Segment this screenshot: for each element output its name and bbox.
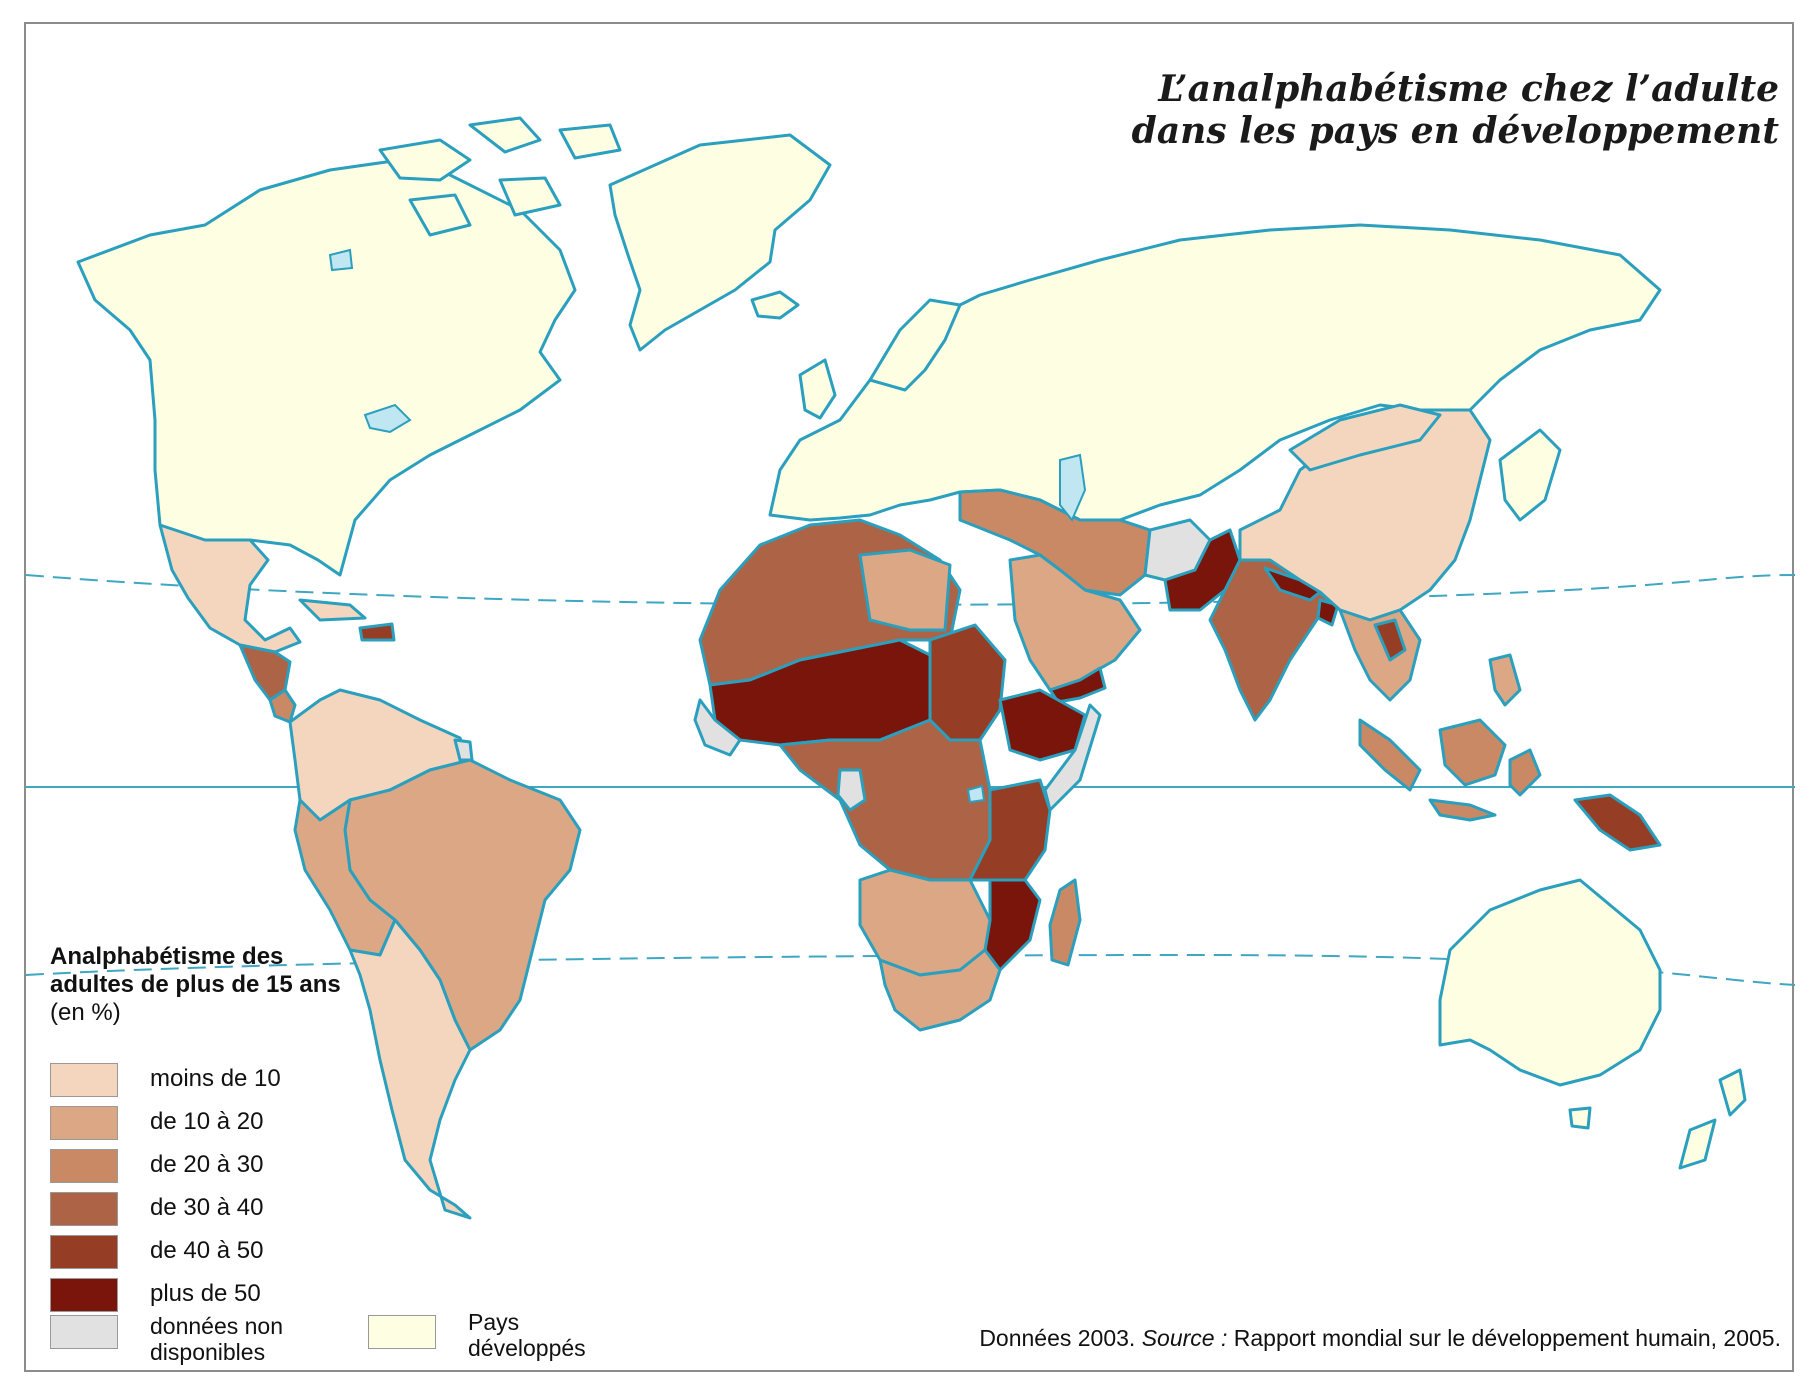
source-text: Rapport mondial sur le développement hum… <box>1233 1325 1781 1351</box>
arabia <box>1008 553 1142 692</box>
legend-swatch <box>50 1149 118 1183</box>
legend-label: plus de 50 <box>150 1280 261 1307</box>
legend-item: de 30 à 40 <box>50 1192 370 1228</box>
korea-japan <box>1498 428 1562 522</box>
legend-label-no-data: données non disponibles <box>150 1313 284 1365</box>
sudan <box>928 623 1007 742</box>
great-lakes <box>363 403 412 434</box>
sulawesi <box>1508 748 1542 797</box>
scandinavia <box>868 298 962 392</box>
tasmania <box>1568 1106 1592 1130</box>
legend-swatch <box>50 1106 118 1140</box>
caribbean-cuba <box>298 598 367 622</box>
legend-item-developed: Pays développés <box>368 1309 668 1361</box>
central-africa <box>778 718 992 882</box>
legend-label-developed: Pays développés <box>468 1309 586 1361</box>
southern-cone <box>348 918 472 1220</box>
greenland <box>608 133 832 352</box>
somalia <box>1043 703 1102 812</box>
legend-label: moins de 10 <box>150 1065 281 1092</box>
caspian-sea <box>1059 453 1087 522</box>
legend-unit: (en %) <box>50 999 121 1026</box>
legend-title: Analphabétisme des adultes de plus de 15… <box>50 943 350 1027</box>
papua-new-guinea <box>1573 793 1662 852</box>
iceland <box>750 290 800 320</box>
source-label: Source : <box>1141 1325 1228 1351</box>
borneo <box>1438 718 1507 787</box>
west-africa-coast <box>693 698 742 757</box>
legend-item: de 10 à 20 <box>50 1106 370 1142</box>
mexico <box>158 523 302 654</box>
legend-swatch-no-data <box>50 1315 118 1349</box>
lake-victoria <box>966 784 986 804</box>
legend-swatch <box>50 1235 118 1269</box>
legend-label: de 10 à 20 <box>150 1108 264 1135</box>
legend-swatch <box>50 1063 118 1097</box>
legend-item: de 40 à 50 <box>50 1235 370 1271</box>
legend-swatch <box>50 1278 118 1312</box>
british-isles <box>798 358 837 420</box>
legend-swatch-developed <box>368 1315 436 1349</box>
mongolia <box>1288 403 1442 472</box>
legend-label: de 40 à 50 <box>150 1237 264 1264</box>
source-note: Données 2003. Source : Rapport mondial s… <box>979 1325 1781 1352</box>
legend-item: moins de 10 <box>50 1063 370 1099</box>
hudson-lakes <box>328 248 354 272</box>
legend-label: de 20 à 30 <box>150 1151 264 1178</box>
legend-item: plus de 50 <box>50 1278 370 1314</box>
gabon-congo <box>836 768 867 812</box>
arctic-islands <box>378 116 622 237</box>
mozambique <box>983 878 1042 972</box>
source-prefix: Données 2003. <box>979 1325 1136 1351</box>
legend: Analphabétisme des adultes de plus de 15… <box>50 943 670 1365</box>
legend-title-text: Analphabétisme des adultes de plus de 15… <box>50 943 341 998</box>
laos-cambodia <box>1373 618 1407 662</box>
legend-item-no-data: données non disponibles <box>50 1313 370 1365</box>
legend-swatch <box>50 1192 118 1226</box>
map-title-line-1: L’analphabétisme chez l’adulte <box>1158 68 1779 110</box>
libya-egypt <box>858 548 952 632</box>
philippines <box>1488 653 1522 707</box>
indonesia-west <box>1358 718 1497 822</box>
new-zealand <box>1678 1068 1747 1170</box>
southern-africa <box>878 948 1002 1032</box>
caribbean-haiti <box>358 622 396 642</box>
turkey-iran <box>958 488 1152 597</box>
map-title: L’analphabétisme chez l’adulte dans les … <box>1132 68 1779 152</box>
central-america-south <box>268 688 297 724</box>
guyanas <box>453 738 474 762</box>
australia <box>1438 878 1662 1087</box>
north-america <box>76 158 577 577</box>
map-title-line-2: dans les pays en développement <box>1131 110 1779 152</box>
legend-label: de 30 à 40 <box>150 1194 264 1221</box>
legend-item: de 20 à 30 <box>50 1149 370 1185</box>
madagascar <box>1048 878 1082 967</box>
